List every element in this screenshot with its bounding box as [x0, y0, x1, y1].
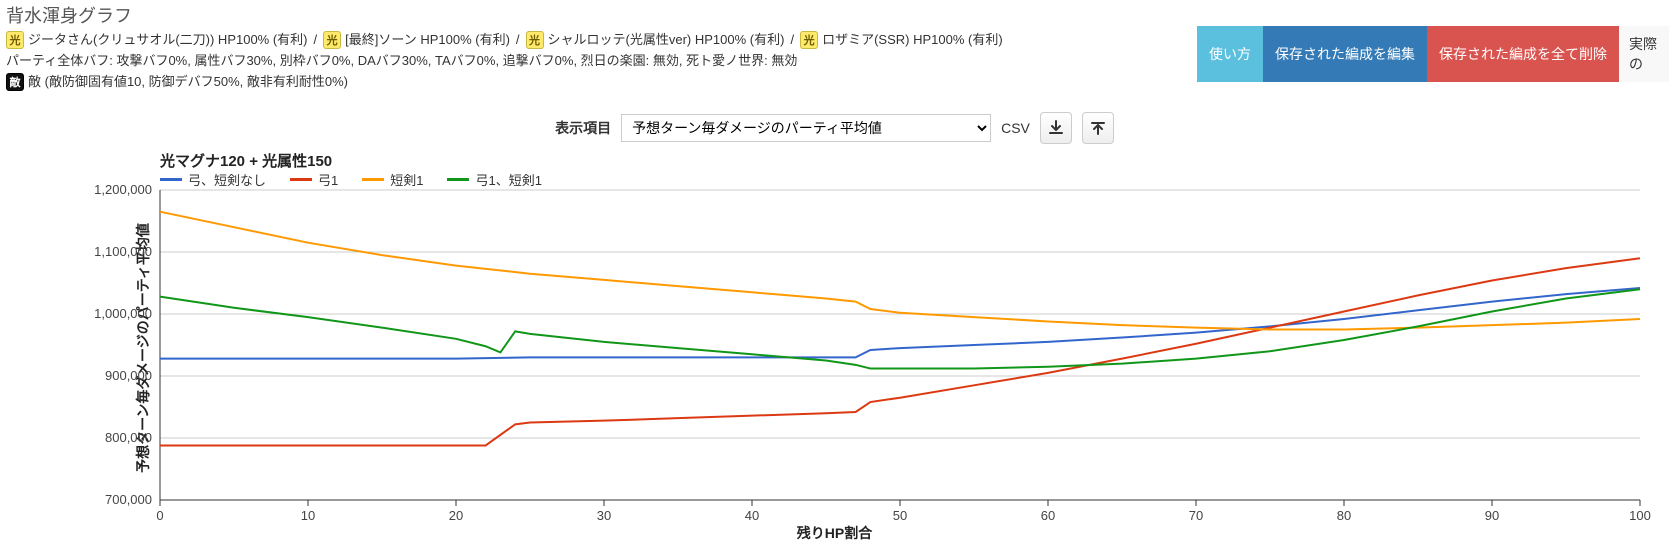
character-label: シャルロッテ(光属性ver) HP100% (有利) [548, 30, 785, 51]
light-element-badge: 光 [6, 31, 24, 49]
y-tick-label: 1,200,000 [94, 182, 152, 197]
csv-label: CSV [1001, 120, 1030, 136]
y-tick-label: 1,000,000 [94, 306, 152, 321]
x-tick-label: 50 [893, 508, 907, 523]
x-tick-label: 30 [597, 508, 611, 523]
x-tick-label: 0 [156, 508, 163, 523]
series-line [160, 212, 1640, 330]
separator: / [516, 30, 520, 51]
separator: / [790, 30, 794, 51]
x-tick-label: 100 [1629, 508, 1651, 523]
top-right-buttons: 使い方 保存された編成を編集 保存された編成を全て削除 実際の [1197, 26, 1669, 82]
separator: / [314, 30, 318, 51]
page-title: 背水渾身グラフ [6, 2, 1663, 28]
controls-row: 表示項目 予想ターン毎ダメージのパーティ平均値 CSV [0, 112, 1669, 144]
chart-area: 光マグナ120 + 光属性150 弓、短剣なし弓1短剣1弓1、短剣1 予想ターン… [0, 150, 1669, 545]
enemy-line-text: 敵 (敵防御固有値10, 防御デバフ50%, 敵非有利耐性0%) [28, 72, 348, 93]
x-tick-label: 40 [745, 508, 759, 523]
y-tick-label: 800,000 [105, 430, 152, 445]
x-tick-label: 90 [1485, 508, 1499, 523]
x-tick-label: 80 [1337, 508, 1351, 523]
y-tick-label: 700,000 [105, 492, 152, 507]
series-line [160, 288, 1640, 359]
y-tick-label: 900,000 [105, 368, 152, 383]
character-label: ロザミア(SSR) HP100% (有利) [822, 30, 1003, 51]
x-axis-title: 残りHP割合 [797, 523, 872, 543]
series-line [160, 290, 1640, 369]
upload-icon[interactable] [1082, 112, 1114, 144]
download-icon[interactable] [1040, 112, 1072, 144]
x-tick-label: 10 [301, 508, 315, 523]
x-tick-label: 20 [449, 508, 463, 523]
edit-saved-button[interactable]: 保存された編成を編集 [1263, 26, 1427, 82]
metric-select[interactable]: 予想ターン毎ダメージのパーティ平均値 [621, 114, 991, 142]
light-element-badge: 光 [526, 31, 544, 49]
y-tick-label: 1,100,000 [94, 244, 152, 259]
character-label: [最終]ソーン HP100% (有利) [345, 30, 510, 51]
x-tick-label: 60 [1041, 508, 1055, 523]
x-tick-label: 70 [1189, 508, 1203, 523]
delete-all-saved-button[interactable]: 保存された編成を全て削除 [1427, 26, 1619, 82]
metric-label: 表示項目 [555, 118, 611, 138]
light-element-badge: 光 [323, 31, 341, 49]
series-line [160, 259, 1640, 446]
light-element-badge: 光 [800, 31, 818, 49]
dark-element-badge: 敵 [6, 73, 24, 91]
trailing-truncated-label: 実際の [1619, 26, 1669, 82]
howto-button[interactable]: 使い方 [1197, 26, 1263, 82]
character-label: ジータさん(クリュサオル(二刀)) HP100% (有利) [28, 30, 308, 51]
chart-svg: 700,000 800,000 900,000 1,000,000 1,100,000 1… [0, 150, 1669, 545]
